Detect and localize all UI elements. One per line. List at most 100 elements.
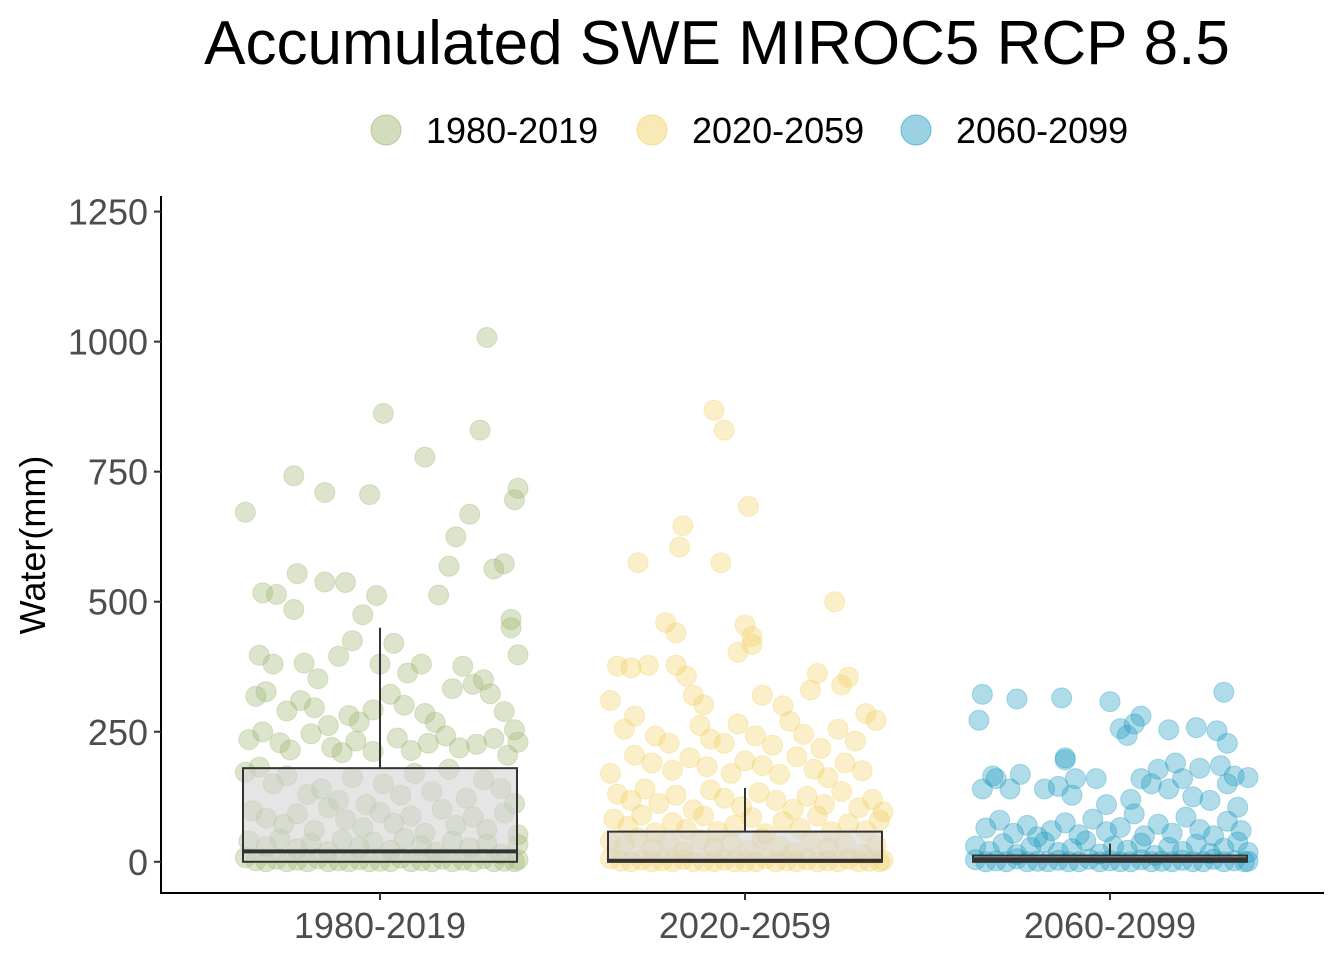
y-tick-label: 750 (88, 452, 148, 493)
y-tick-label: 1000 (68, 322, 148, 363)
data-point (410, 653, 432, 675)
data-point (393, 694, 415, 716)
data-point (713, 787, 735, 809)
data-point (734, 614, 756, 636)
data-point (869, 809, 890, 831)
data-point (1140, 773, 1162, 795)
data-point (331, 742, 353, 764)
data-point (762, 734, 784, 756)
data-point (727, 641, 749, 663)
data-point (648, 793, 670, 814)
data-point (782, 798, 804, 820)
data-point (1096, 794, 1117, 816)
data-point (741, 807, 763, 829)
data-point (473, 669, 494, 691)
data-point (245, 685, 267, 707)
data-point (1047, 775, 1069, 797)
data-point (985, 768, 1007, 790)
box-iqr (242, 767, 518, 863)
data-point (865, 709, 887, 731)
data-point (713, 732, 735, 754)
data-point (504, 489, 525, 511)
data-point (293, 652, 315, 674)
data-point (483, 728, 505, 749)
data-point (1075, 830, 1097, 852)
data-point (1040, 820, 1062, 842)
data-point (283, 599, 305, 620)
data-point (372, 402, 394, 424)
data-point (672, 515, 694, 537)
data-point (838, 666, 859, 688)
data-point (641, 752, 663, 774)
data-point (469, 419, 491, 441)
data-point (352, 604, 374, 626)
data-point (600, 762, 621, 784)
y-tick-label: 500 (88, 582, 148, 623)
data-point (665, 622, 687, 644)
data-point (710, 552, 732, 574)
data-point (620, 789, 642, 811)
data-point (682, 799, 704, 821)
data-point (314, 482, 336, 503)
data-point (1054, 749, 1076, 771)
data-point (765, 789, 787, 811)
data-point (968, 709, 990, 731)
data-point (827, 718, 849, 740)
data-point (362, 699, 384, 721)
data-point (1227, 796, 1249, 818)
x-tick-label: 2020-2059 (659, 905, 831, 946)
data-point (800, 679, 821, 701)
data-point (1216, 732, 1238, 754)
data-point (269, 732, 291, 754)
data-point (810, 737, 832, 759)
legend: 1980-2019 2020-2059 2060-2099 (370, 110, 1128, 151)
data-point (279, 739, 301, 761)
data-point (507, 731, 529, 753)
data-point (252, 721, 274, 743)
data-point (696, 756, 718, 778)
data-point (662, 759, 683, 781)
data-point (682, 684, 704, 706)
data-point (428, 584, 450, 606)
y-tick-label: 250 (88, 712, 148, 753)
legend-swatch (636, 114, 668, 146)
data-point (300, 723, 322, 745)
data-point (1134, 825, 1155, 847)
data-point (414, 703, 436, 724)
data-point (1027, 826, 1048, 848)
data-point (286, 563, 308, 585)
data-point (1123, 713, 1145, 735)
data-point (1213, 681, 1235, 703)
data-point (438, 555, 460, 577)
data-point (359, 484, 381, 506)
data-point (975, 817, 997, 839)
data-point (693, 805, 715, 827)
data-point (414, 446, 436, 468)
data-point (1161, 822, 1183, 844)
data-point (1158, 778, 1180, 800)
data-point (1006, 688, 1028, 710)
data-point (1051, 687, 1073, 709)
data-point (338, 705, 360, 727)
data-point (803, 758, 825, 780)
data-point (479, 683, 501, 705)
data-point (817, 767, 839, 788)
data-point (348, 711, 370, 733)
data-point (476, 327, 498, 348)
data-point (744, 725, 766, 747)
data-point (507, 477, 529, 499)
data-point (600, 690, 621, 711)
data-point (669, 536, 690, 558)
data-point (383, 632, 405, 654)
data-point (700, 728, 721, 750)
data-point (317, 715, 339, 736)
data-point (624, 744, 646, 766)
data-point (613, 718, 635, 740)
data-point (335, 572, 356, 593)
data-point (1054, 812, 1076, 834)
data-point (1189, 819, 1211, 840)
data-point (400, 740, 422, 761)
data-point (971, 683, 993, 705)
data-point (466, 733, 488, 755)
legend-item: 1980-2019 (370, 110, 598, 151)
